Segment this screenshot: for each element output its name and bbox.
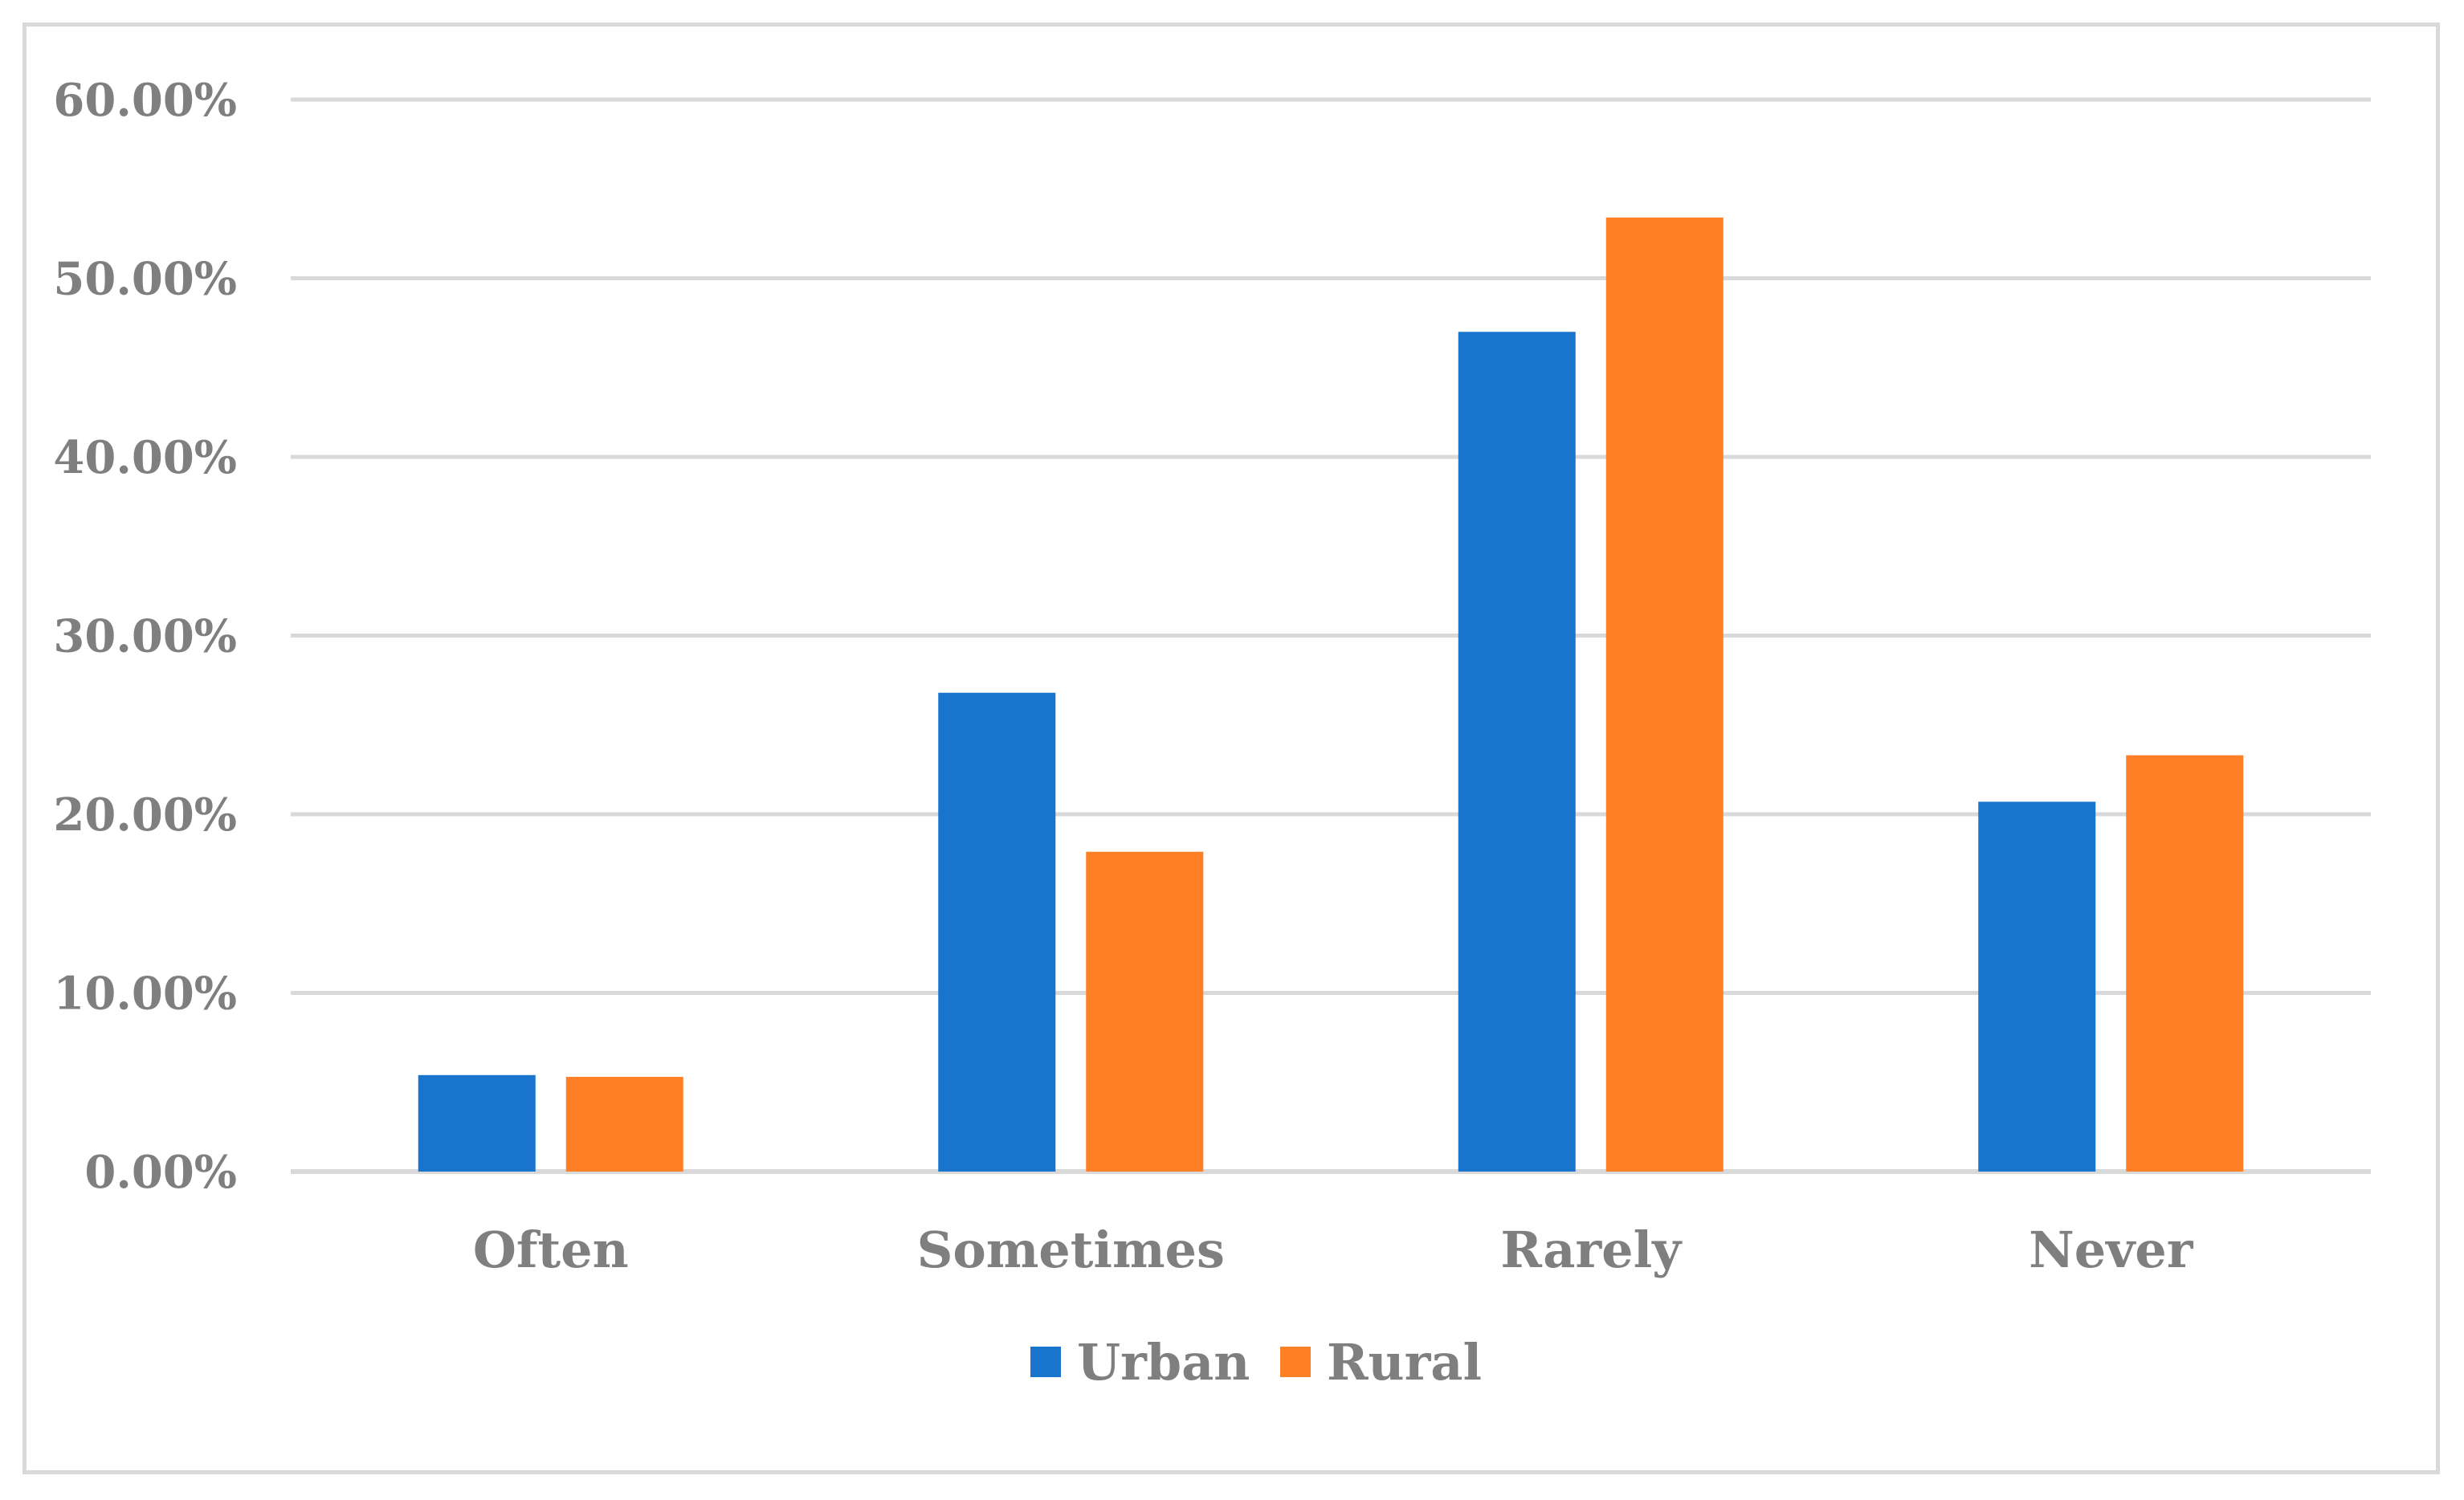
y-tick-label: 50.00% (53, 253, 237, 306)
y-tick-label: 60.00% (53, 74, 237, 127)
bar-rural-sometimes (1086, 851, 1204, 1172)
legend-swatch-rural (1280, 1347, 1311, 1377)
y-tick-label: 20.00% (53, 789, 237, 842)
bar-urban-sometimes (938, 692, 1056, 1172)
legend-swatch-urban (1030, 1347, 1061, 1377)
bar-rural-often (565, 1077, 683, 1172)
y-tick-label: 40.00% (53, 431, 237, 484)
x-category-label: Sometimes (917, 1221, 1225, 1279)
bar-urban-often (418, 1074, 536, 1172)
chart-frame (22, 22, 2440, 1474)
x-category-label: Rarely (1500, 1221, 1683, 1279)
x-category-label: Often (473, 1221, 629, 1279)
x-category-label: Never (2029, 1221, 2194, 1279)
bar-urban-never (1978, 801, 2096, 1172)
legend-label-urban: Urban (1077, 1333, 1250, 1392)
y-tick-label: 0.00% (84, 1146, 237, 1199)
bar-urban-rarely (1458, 332, 1576, 1172)
legend: Urban Rural (1030, 1333, 1482, 1392)
legend-label-rural: Rural (1327, 1333, 1482, 1392)
y-axis-tick-labels: 0.00% 10.00% 20.00% 30.00% 40.00% 50.00% 60.00… (53, 74, 237, 1199)
bar-rural-never (2126, 755, 2244, 1172)
bar-rural-rarely (1605, 217, 1724, 1172)
bars (418, 217, 2244, 1172)
y-tick-label: 30.00% (53, 610, 237, 663)
x-axis-category-labels: Often Sometimes Rarely Never (473, 1221, 2194, 1279)
y-tick-label: 10.00% (53, 968, 237, 1021)
